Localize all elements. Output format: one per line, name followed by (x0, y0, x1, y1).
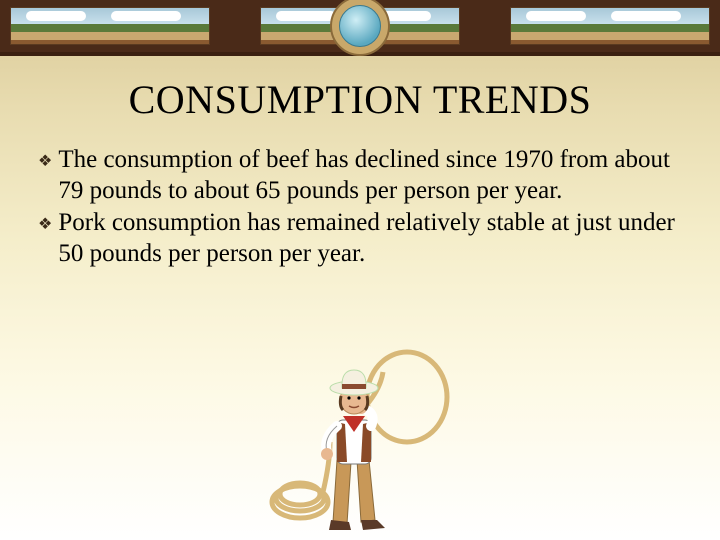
bullet-marker-icon: ❖ (38, 215, 52, 235)
bullet-text: Pork consumption has remained relatively… (58, 208, 682, 269)
globe-icon (330, 0, 390, 56)
cowboy-lasso-illustration (265, 342, 455, 532)
bullet-item: ❖ The consumption of beef has declined s… (38, 145, 682, 206)
bullet-marker-icon: ❖ (38, 152, 52, 172)
landscape-panel-right (510, 7, 710, 45)
bullet-text: The consumption of beef has declined sin… (58, 145, 682, 206)
header-decorative-band (0, 0, 720, 52)
slide: CONSUMPTION TRENDS ❖ The consumption of … (0, 0, 720, 540)
bullet-list: ❖ The consumption of beef has declined s… (38, 145, 682, 269)
bullet-item: ❖ Pork consumption has remained relative… (38, 208, 682, 269)
landscape-panel-left (10, 7, 210, 45)
slide-title: CONSUMPTION TRENDS (0, 76, 720, 123)
